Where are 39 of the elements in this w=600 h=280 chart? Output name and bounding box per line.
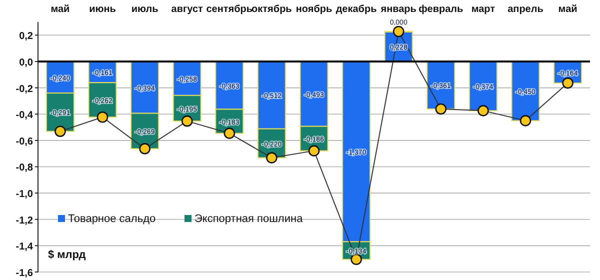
- y-axis-title: $ млрд: [48, 249, 86, 261]
- x-tick-label: декабрь: [336, 4, 377, 15]
- x-tick-label: август: [171, 4, 204, 15]
- point: [224, 128, 236, 139]
- x-tick-label: июнь: [89, 4, 116, 15]
- x-tick-label: октябрь: [252, 4, 292, 15]
- y-tick-label: -1,0: [16, 189, 34, 200]
- point: [392, 26, 404, 38]
- point: [139, 143, 150, 154]
- point: [54, 126, 66, 137]
- y-tick-label: -0,8: [16, 162, 34, 174]
- point: [266, 152, 278, 164]
- point: [308, 145, 320, 156]
- point: [478, 105, 489, 116]
- x-tick-label: февраль: [418, 4, 464, 15]
- legend-label: Товарное сальдо: [68, 213, 156, 225]
- y-tick-label: -0,6: [16, 136, 34, 148]
- y-tick-label: -1,2: [16, 215, 34, 226]
- y-tick-label: -1,6: [16, 268, 34, 279]
- x-tick-label: ноябрь: [296, 4, 332, 15]
- point: [350, 254, 362, 266]
- point: [520, 115, 532, 126]
- y-tick-label: -1,4: [16, 242, 34, 253]
- point: [96, 111, 108, 123]
- x-tick-label: март: [471, 4, 496, 15]
- y-tick-label: 0,0: [19, 57, 34, 68]
- x-tick-label: май: [558, 4, 578, 15]
- x-tick-label: январь: [380, 4, 416, 15]
- legend-label: Экспортная пошлина: [194, 213, 304, 225]
- point: [435, 103, 447, 115]
- x-tick-label: июль: [131, 4, 158, 15]
- point: [181, 115, 193, 127]
- y-tick-label: -0,2: [16, 84, 34, 95]
- y-tick-label: -0,4: [16, 110, 34, 122]
- y-tick-label: 0,2: [19, 31, 34, 42]
- point: [562, 77, 574, 89]
- x-tick-label: сентябрь: [206, 4, 253, 15]
- x-tick-label: апрель: [508, 4, 544, 15]
- x-tick-label: май: [50, 4, 70, 15]
